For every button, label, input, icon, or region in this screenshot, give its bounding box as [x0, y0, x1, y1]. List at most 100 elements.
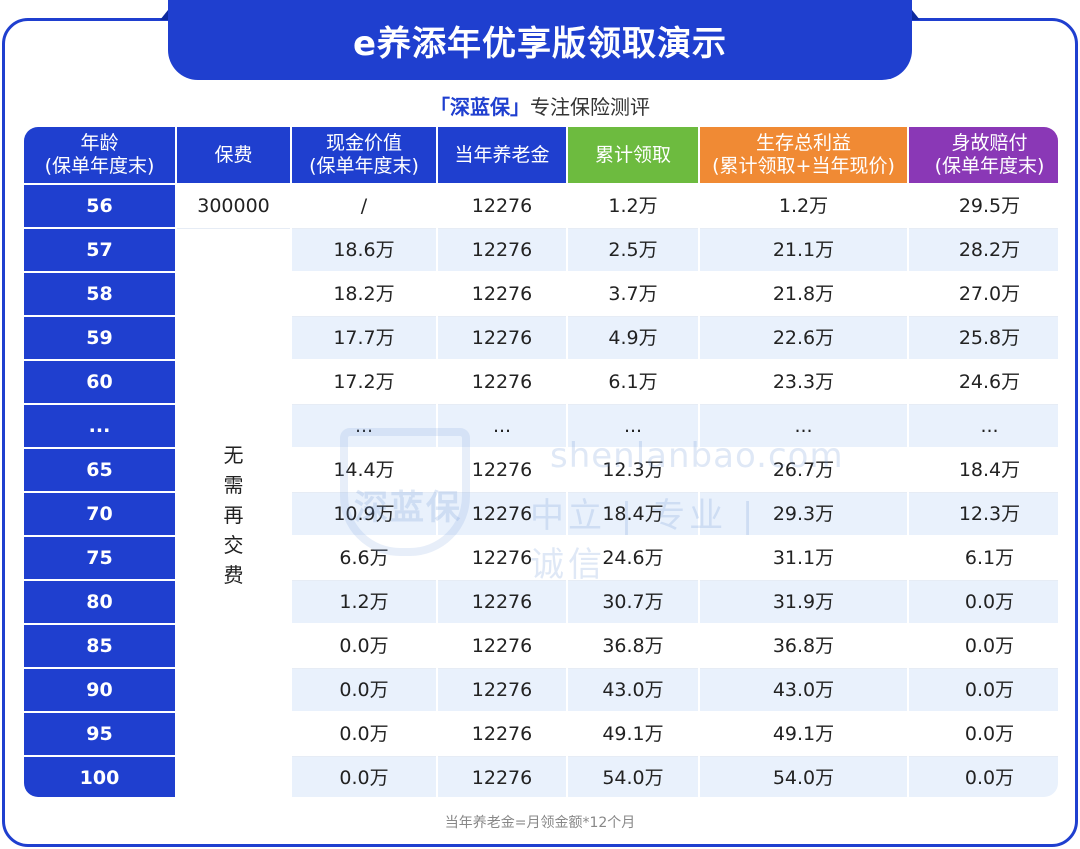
column-header-1: 年龄 (保单年度末) — [24, 127, 175, 185]
death-benefit-cell: 25.8万 — [909, 317, 1058, 361]
cash-value-cell: ... — [292, 405, 436, 449]
cash-value-cell: 17.7万 — [292, 317, 436, 361]
survival-benefit-cell: 1.2万 — [700, 185, 907, 229]
death-benefit-cell: 29.5万 — [909, 185, 1058, 229]
survival-benefit-cell: 43.0万 — [700, 669, 907, 713]
column-header-subtitle: (累计领取+当年现价) — [712, 155, 895, 177]
column-header-title: 生存总利益 — [755, 132, 851, 155]
pension-cell: 12276 — [438, 449, 566, 493]
cumulative-payout-cell: 18.4万 — [568, 493, 698, 537]
subtitle-text: 专注保险测评 — [530, 95, 650, 119]
age-cell: 59 — [24, 317, 175, 361]
column-header-subtitle: (保单年度末) — [309, 155, 419, 177]
pension-cell: 12276 — [438, 713, 566, 757]
death-benefit-cell: 0.0万 — [909, 757, 1058, 797]
age-cell: 90 — [24, 669, 175, 713]
cumulative-payout-cell: 6.1万 — [568, 361, 698, 405]
age-cell: 95 — [24, 713, 175, 757]
cumulative-payout-cell: 3.7万 — [568, 273, 698, 317]
pension-cell: 12276 — [438, 625, 566, 669]
death-benefit-cell: 0.0万 — [909, 713, 1058, 757]
column-header-title: 身故赔付 — [951, 132, 1028, 155]
no-further-premium-char: 需 — [223, 473, 244, 497]
pension-cell: ... — [438, 405, 566, 449]
death-benefit-cell: 6.1万 — [909, 537, 1058, 581]
column-header-title: 年龄 — [80, 132, 119, 155]
column-header-5: 累计领取 — [568, 127, 698, 185]
cash-value-cell: 0.0万 — [292, 625, 436, 669]
age-cell: 60 — [24, 361, 175, 405]
age-cell: 65 — [24, 449, 175, 493]
pension-cell: 12276 — [438, 317, 566, 361]
no-further-premium-cell: 无需再交费 — [177, 229, 290, 797]
pension-cell: 12276 — [438, 229, 566, 273]
cumulative-payout-cell: 49.1万 — [568, 713, 698, 757]
age-cell: 75 — [24, 537, 175, 581]
cumulative-payout-cell: 24.6万 — [568, 537, 698, 581]
column-header-7: 身故赔付 (保单年度末) — [909, 127, 1058, 185]
pension-cell: 12276 — [438, 273, 566, 317]
survival-benefit-cell: 36.8万 — [700, 625, 907, 669]
footnote: 当年养老金=月领金额*12个月 — [444, 815, 636, 831]
benefit-table-grid: 年龄 (保单年度末) 保费 现金价值 (保单年度末) 当年养老金 累计领取 生存总利益 (累计领… — [24, 127, 1058, 797]
survival-benefit-cell: 29.3万 — [700, 493, 907, 537]
cash-value-cell: 0.0万 — [292, 669, 436, 713]
column-header-title: 当年养老金 — [454, 143, 550, 166]
column-header-3: 现金价值 (保单年度末) — [292, 127, 436, 185]
column-header-title: 累计领取 — [594, 143, 671, 166]
cash-value-cell: 6.6万 — [292, 537, 436, 581]
cumulative-payout-cell: ... — [568, 405, 698, 449]
no-further-premium-char: 再 — [223, 503, 244, 527]
survival-benefit-cell: 22.6万 — [700, 317, 907, 361]
no-further-premium-char: 交 — [223, 533, 244, 557]
survival-benefit-cell: 31.1万 — [700, 537, 907, 581]
subtitle: 「深蓝保」专注保险测评 — [0, 91, 1080, 120]
death-benefit-cell: 18.4万 — [909, 449, 1058, 493]
cumulative-payout-cell: 4.9万 — [568, 317, 698, 361]
pension-cell: 12276 — [438, 669, 566, 713]
subtitle-brand: 「深蓝保」 — [430, 95, 530, 119]
cash-value-cell: 1.2万 — [292, 581, 436, 625]
cash-value-cell: 0.0万 — [292, 757, 436, 797]
death-benefit-cell: 24.6万 — [909, 361, 1058, 405]
death-benefit-cell: 28.2万 — [909, 229, 1058, 273]
pension-cell: 12276 — [438, 581, 566, 625]
age-cell: ... — [24, 405, 175, 449]
cash-value-cell: 17.2万 — [292, 361, 436, 405]
column-header-4: 当年养老金 — [438, 127, 566, 185]
cash-value-cell: 10.9万 — [292, 493, 436, 537]
age-cell: 58 — [24, 273, 175, 317]
cumulative-payout-cell: 54.0万 — [568, 757, 698, 797]
benefit-table: 年龄 (保单年度末) 保费 现金价值 (保单年度末) 当年养老金 累计领取 生存总利益 (累计领… — [24, 127, 1058, 797]
death-benefit-cell: 0.0万 — [909, 581, 1058, 625]
page-title: e养添年优享版领取演示 — [168, 0, 912, 80]
pension-cell: 12276 — [438, 185, 566, 229]
age-cell: 85 — [24, 625, 175, 669]
pension-cell: 12276 — [438, 757, 566, 797]
column-header-subtitle: (保单年度末) — [44, 155, 155, 177]
age-cell: 70 — [24, 493, 175, 537]
no-further-premium-char: 费 — [223, 563, 244, 587]
death-benefit-cell: 27.0万 — [909, 273, 1058, 317]
column-header-title: 保费 — [214, 143, 253, 166]
cash-value-cell: 14.4万 — [292, 449, 436, 493]
survival-benefit-cell: 49.1万 — [700, 713, 907, 757]
death-benefit-cell: 0.0万 — [909, 669, 1058, 713]
no-further-premium-char: 无 — [223, 443, 244, 467]
pension-cell: 12276 — [438, 361, 566, 405]
pension-cell: 12276 — [438, 493, 566, 537]
column-header-title: 现金价值 — [325, 132, 402, 155]
survival-benefit-cell: 21.8万 — [700, 273, 907, 317]
cumulative-payout-cell: 43.0万 — [568, 669, 698, 713]
age-cell: 100 — [24, 757, 175, 797]
survival-benefit-cell: ... — [700, 405, 907, 449]
cash-value-cell: 18.2万 — [292, 273, 436, 317]
cumulative-payout-cell: 36.8万 — [568, 625, 698, 669]
column-header-2: 保费 — [177, 127, 290, 185]
survival-benefit-cell: 26.7万 — [700, 449, 907, 493]
cumulative-payout-cell: 30.7万 — [568, 581, 698, 625]
column-header-6: 生存总利益 (累计领取+当年现价) — [700, 127, 907, 185]
death-benefit-cell: ... — [909, 405, 1058, 449]
cumulative-payout-cell: 1.2万 — [568, 185, 698, 229]
age-cell: 80 — [24, 581, 175, 625]
